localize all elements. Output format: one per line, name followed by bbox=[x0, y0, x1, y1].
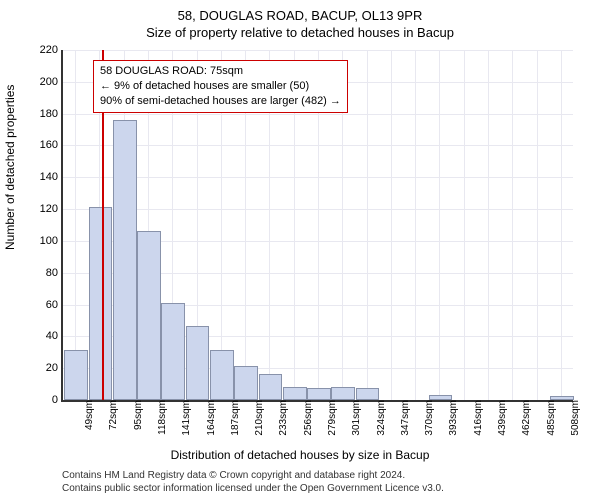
xtick-label: 301sqm bbox=[346, 400, 362, 436]
footer-line1: Contains HM Land Registry data © Crown c… bbox=[62, 469, 444, 482]
xtick-label: 118sqm bbox=[152, 400, 168, 435]
histogram-bar bbox=[234, 366, 258, 400]
gridline-vertical bbox=[488, 50, 489, 400]
xtick-label: 347sqm bbox=[395, 400, 411, 436]
xtick-label: 439sqm bbox=[492, 400, 508, 436]
ytick-label: 180 bbox=[40, 108, 63, 120]
histogram-chart: 02040608010012014016018020022049sqm72sqm… bbox=[61, 50, 573, 402]
ytick-label: 160 bbox=[40, 139, 63, 151]
xtick-label: 141sqm bbox=[176, 400, 192, 436]
infobox-line1: 58 DOUGLAS ROAD: 75sqm bbox=[100, 64, 341, 79]
y-axis-label: Number of detached properties bbox=[3, 85, 17, 250]
xtick-label: 233sqm bbox=[273, 400, 289, 436]
ytick-label: 220 bbox=[40, 44, 63, 56]
histogram-bar bbox=[307, 388, 331, 400]
gridline-vertical bbox=[439, 50, 440, 400]
xtick-label: 416sqm bbox=[468, 400, 484, 436]
ytick-label: 120 bbox=[40, 203, 63, 215]
histogram-bar bbox=[259, 374, 283, 400]
x-axis-label: Distribution of detached houses by size … bbox=[171, 448, 430, 462]
page-title-main: 58, DOUGLAS ROAD, BACUP, OL13 9PR bbox=[0, 0, 600, 23]
xtick-label: 210sqm bbox=[249, 400, 265, 436]
gridline-vertical bbox=[512, 50, 513, 400]
page-title-sub: Size of property relative to detached ho… bbox=[0, 23, 600, 40]
ytick-label: 200 bbox=[40, 76, 63, 88]
histogram-bar bbox=[137, 231, 161, 400]
property-info-box: 58 DOUGLAS ROAD: 75sqm ← 9% of detached … bbox=[93, 60, 348, 113]
xtick-label: 49sqm bbox=[79, 400, 95, 430]
infobox-line3: 90% of semi-detached houses are larger (… bbox=[100, 94, 341, 109]
histogram-bar bbox=[161, 303, 185, 400]
xtick-label: 256sqm bbox=[298, 400, 314, 436]
xtick-label: 279sqm bbox=[322, 400, 338, 436]
infobox-line2: ← 9% of detached houses are smaller (50) bbox=[100, 79, 341, 94]
xtick-label: 72sqm bbox=[103, 400, 119, 430]
histogram-bar bbox=[550, 396, 574, 400]
xtick-label: 187sqm bbox=[225, 400, 241, 436]
gridline-vertical bbox=[415, 50, 416, 400]
ytick-label: 140 bbox=[40, 171, 63, 183]
ytick-label: 60 bbox=[46, 299, 63, 311]
histogram-bar bbox=[89, 207, 113, 400]
histogram-bar bbox=[113, 120, 137, 400]
histogram-bar bbox=[283, 387, 307, 400]
histogram-bar bbox=[429, 395, 453, 400]
xtick-label: 393sqm bbox=[443, 400, 459, 436]
gridline-vertical bbox=[367, 50, 368, 400]
footer-attribution: Contains HM Land Registry data © Crown c… bbox=[62, 469, 444, 495]
xtick-label: 370sqm bbox=[419, 400, 435, 436]
histogram-bar bbox=[356, 388, 380, 400]
ytick-label: 20 bbox=[46, 362, 63, 374]
ytick-label: 0 bbox=[52, 394, 63, 406]
xtick-label: 95sqm bbox=[128, 400, 144, 430]
ytick-label: 100 bbox=[40, 235, 63, 247]
xtick-label: 462sqm bbox=[516, 400, 532, 436]
ytick-label: 80 bbox=[46, 267, 63, 279]
histogram-bar bbox=[331, 387, 355, 400]
histogram-bar bbox=[210, 350, 234, 400]
footer-line2: Contains public sector information licen… bbox=[62, 482, 444, 495]
xtick-label: 508sqm bbox=[565, 400, 581, 436]
ytick-label: 40 bbox=[46, 330, 63, 342]
xtick-label: 324sqm bbox=[371, 400, 387, 436]
gridline-vertical bbox=[75, 50, 76, 400]
histogram-bar bbox=[64, 350, 88, 400]
histogram-bar bbox=[186, 326, 210, 400]
xtick-label: 164sqm bbox=[201, 400, 217, 436]
gridline-vertical bbox=[537, 50, 538, 400]
gridline-vertical bbox=[464, 50, 465, 400]
gridline-vertical bbox=[561, 50, 562, 400]
gridline-vertical bbox=[391, 50, 392, 400]
xtick-label: 485sqm bbox=[541, 400, 557, 436]
